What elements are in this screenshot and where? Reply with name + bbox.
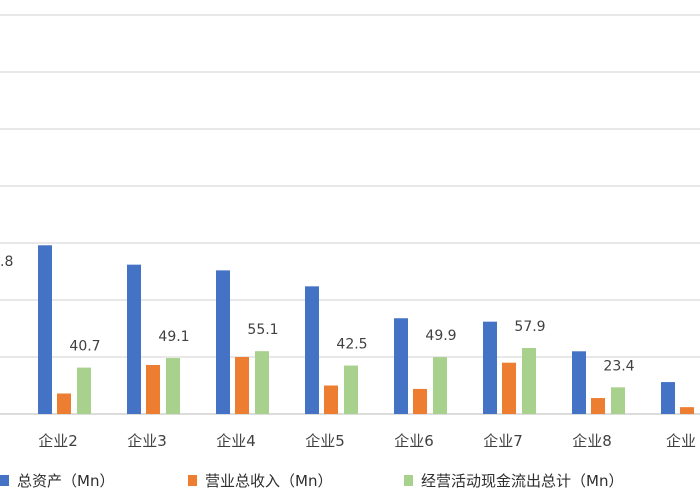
legend-swatch-blue [0,474,9,486]
x-axis-tick-labels: 企业2 企业3 企业4 企业5 企业6 企业7 企业8 企业 [38,432,696,450]
x-tick-label: 企业8 [572,432,612,450]
legend-item-total-assets: 总资产（Mn） [0,468,114,492]
bar [305,286,319,414]
legend-swatch-orange [188,474,197,486]
bar [166,358,180,414]
bar [611,387,625,414]
data-labels: 40.749.155.142.549.957.923.41.8 [0,254,635,374]
bar [661,382,675,414]
bar [680,407,694,414]
legend-item-operating-cash-outflow: 经营活动现金流出总计（Mn） [404,468,623,492]
legend-label: 总资产（Mn） [17,471,115,490]
legend: 总资产（Mn） 营业总收入（Mn） 经营活动现金流出总计（Mn） [0,468,700,492]
gridlines [0,14,700,415]
bar [146,364,160,414]
data-label: 57.9 [514,319,545,335]
data-label: 55.1 [247,322,278,338]
bar [57,393,71,414]
legend-item-total-revenue: 营业总收入（Mn） [188,468,332,492]
bar [127,264,141,414]
data-label-partial: .8 [0,254,13,270]
x-tick-label: 企业5 [305,432,345,450]
bar [324,385,338,414]
data-label: 49.1 [158,329,189,345]
bar [38,245,52,414]
legend-label: 经营活动现金流出总计（Mn） [421,471,624,490]
legend-swatch-green [404,474,413,486]
x-tick-label: 企业 [666,432,696,450]
x-tick-label: 企业7 [483,432,523,450]
x-tick-label: 企业2 [38,432,78,450]
bar [413,388,427,414]
data-label: 23.4 [603,358,634,374]
data-label: 42.5 [336,337,367,353]
bar [572,351,586,414]
bar [483,321,497,414]
legend-label: 营业总收入（Mn） [205,471,333,490]
bar [255,351,269,414]
bars [38,245,694,414]
bar [77,367,91,414]
bar [591,398,605,414]
data-label: 40.7 [69,339,100,355]
x-tick-label: 企业4 [216,432,256,450]
bar [344,365,358,414]
x-tick-label: 企业3 [127,432,167,450]
bar [502,362,516,414]
bar [235,357,249,414]
bar [522,347,536,414]
bar [433,357,447,414]
data-label: 49.9 [425,328,456,344]
bar [216,270,230,414]
bar [394,318,408,414]
x-tick-label: 企业6 [394,432,434,450]
